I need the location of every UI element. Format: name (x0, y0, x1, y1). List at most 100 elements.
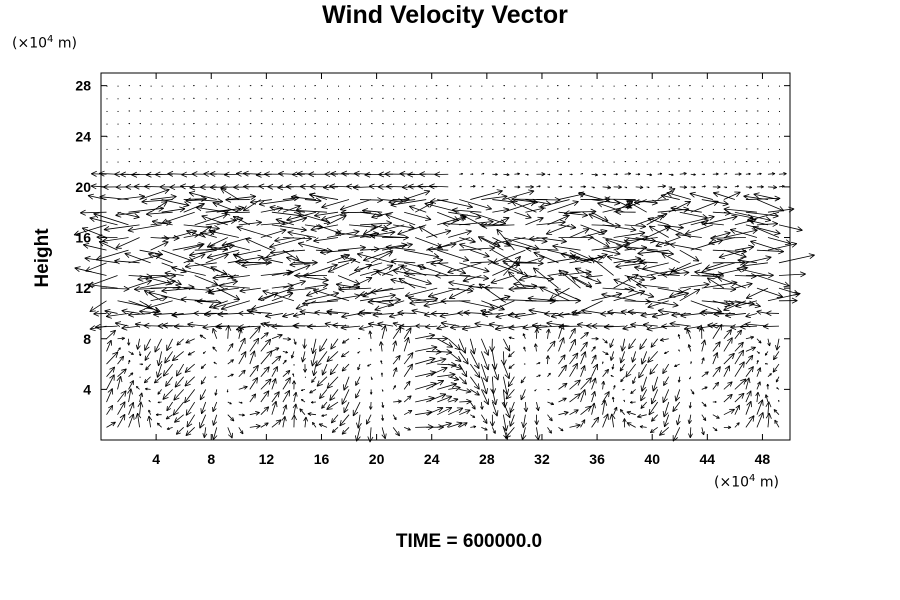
vector-arrow (491, 389, 498, 406)
vector-arrow (602, 185, 612, 190)
vector-arrow (514, 148, 516, 150)
x-tick-label: 12 (259, 451, 275, 467)
vector-arrow (646, 249, 674, 257)
vector-arrow (630, 389, 636, 395)
vector-arrow (674, 363, 680, 367)
vector-arrow (723, 249, 747, 259)
vector-arrow (226, 389, 229, 393)
vector-arrow (326, 136, 328, 138)
vector-arrow (282, 264, 311, 276)
vector-arrow (106, 351, 119, 365)
vector-arrow (736, 266, 769, 276)
vector-arrow (525, 275, 554, 282)
vector-arrow (536, 110, 538, 112)
vector-arrow (580, 172, 584, 175)
vector-arrow (729, 228, 758, 238)
vector-arrow (619, 351, 626, 364)
vector-arrow (185, 197, 206, 204)
vector-arrow (437, 382, 457, 390)
vector-arrow (613, 256, 642, 264)
vector-arrow (349, 110, 351, 112)
vector-arrow (469, 401, 476, 410)
vector-arrow (341, 389, 350, 405)
vector-arrow (311, 363, 318, 377)
vector-arrow (470, 189, 503, 200)
vector-arrow (271, 366, 278, 377)
vector-arrow (293, 123, 295, 125)
vector-arrow (427, 246, 449, 253)
vector-arrow (304, 376, 306, 378)
vector-arrow (331, 427, 339, 433)
vector-arrow (536, 161, 538, 163)
vector-arrow (745, 148, 748, 150)
vector-arrow (672, 427, 681, 442)
vector-arrow (227, 161, 229, 163)
vector-arrow (602, 224, 637, 233)
vector-arrow (624, 97, 627, 99)
vector-arrow (557, 110, 559, 112)
vector-arrow (360, 136, 362, 138)
vector-arrow (657, 98, 659, 100)
vector-arrow (435, 135, 438, 137)
vector-arrow (508, 336, 515, 340)
vector-arrow (227, 401, 232, 405)
vector-arrow (646, 98, 648, 100)
vector-arrow (580, 110, 582, 112)
vector-arrow (657, 136, 659, 138)
vector-arrow (293, 275, 329, 283)
vector-arrow (271, 224, 307, 233)
vector-arrow (271, 110, 273, 112)
vector-arrow (651, 312, 669, 319)
vector-arrow (636, 282, 669, 289)
vector-arrow (249, 326, 261, 340)
vector-arrow (640, 351, 648, 365)
vector-arrow (392, 367, 398, 377)
y-tick-label: 24 (75, 128, 91, 144)
vector-arrow (525, 216, 544, 226)
vector-arrow (687, 414, 692, 424)
vector-arrow (778, 400, 780, 403)
vector-arrow (723, 425, 732, 430)
vector-arrow (450, 324, 471, 331)
vector-arrow (193, 310, 206, 317)
vector-arrow (778, 123, 780, 125)
vector-arrow (669, 287, 691, 298)
vector-arrow (701, 401, 707, 407)
vector-arrow (117, 336, 125, 341)
vector-arrow (459, 123, 461, 125)
vector-arrow (183, 202, 205, 213)
vector-arrow (417, 264, 449, 276)
vector-arrow (382, 160, 384, 163)
vector-arrow (459, 172, 464, 175)
vector-arrow (660, 337, 669, 342)
vector-arrow (404, 110, 406, 112)
vector-arrow (216, 136, 218, 138)
vector-arrow (172, 229, 197, 238)
vector-arrow (491, 427, 496, 434)
vector-arrow (626, 422, 636, 428)
vector-arrow (212, 401, 218, 412)
vector-arrow (648, 225, 669, 238)
vector-arrow (166, 338, 174, 352)
vector-arrow (773, 409, 780, 415)
vector-arrow (103, 224, 140, 232)
vector-arrow (196, 298, 217, 305)
vector-arrow (689, 85, 691, 87)
vector-arrow (558, 223, 577, 230)
vector-arrow (756, 199, 785, 212)
vector-arrow (492, 98, 494, 100)
vector-arrow (677, 376, 681, 383)
y-tick-label: 12 (75, 280, 91, 296)
vector-arrow (712, 400, 717, 404)
vector-arrow (227, 98, 229, 100)
vector-arrow (154, 338, 162, 353)
vector-arrow (700, 220, 724, 227)
vector-arrow (613, 385, 616, 390)
vector-arrow (359, 268, 380, 276)
vector-arrow (569, 186, 573, 188)
vector-arrow (637, 249, 669, 256)
vector-arrow (723, 365, 730, 377)
x-axis-unit: (×104 m) (714, 473, 779, 491)
vector-arrow (689, 160, 691, 163)
vector-arrow (148, 409, 151, 415)
